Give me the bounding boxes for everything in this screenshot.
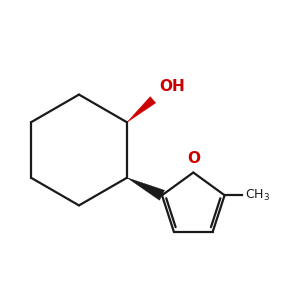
Polygon shape — [127, 97, 156, 122]
Text: O: O — [187, 151, 200, 166]
Text: OH: OH — [159, 79, 185, 94]
Polygon shape — [127, 178, 164, 200]
Text: CH$_3$: CH$_3$ — [245, 188, 271, 203]
